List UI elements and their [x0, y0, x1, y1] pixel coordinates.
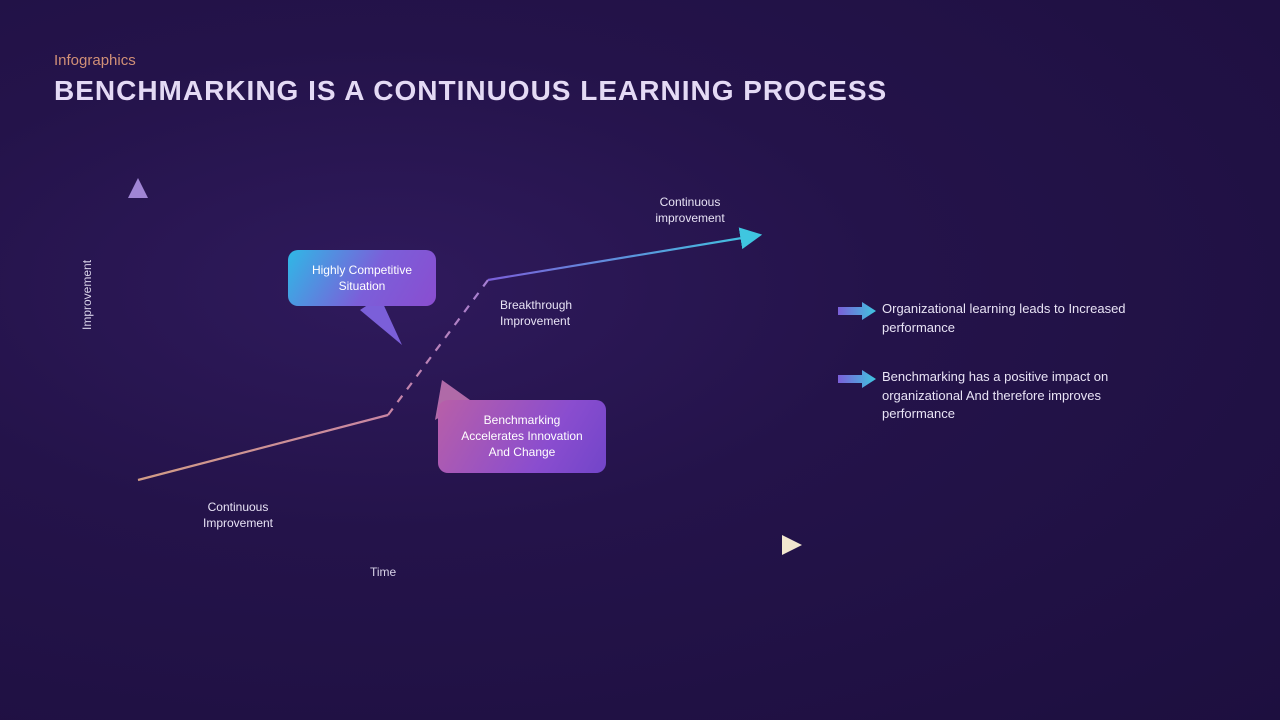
segment-1-label: ContinuousImprovement — [183, 500, 293, 531]
callout-competitive: Highly Competitive Situation — [288, 250, 436, 306]
y-axis-label: Improvement — [80, 260, 94, 330]
bullet-text: Organizational learning leads to Increas… — [882, 300, 1152, 338]
segment-3-label: Continuousimprovement — [630, 195, 750, 226]
page-title: BENCHMARKING IS A CONTINUOUS LEARNING PR… — [54, 75, 887, 107]
arrow-right-icon — [838, 370, 882, 393]
bullet-text: Benchmarking has a positive impact on or… — [882, 368, 1152, 425]
subtitle: Infographics — [54, 52, 136, 69]
line-segment-1 — [138, 415, 388, 480]
bullet-item: Benchmarking has a positive impact on or… — [838, 368, 1218, 425]
bullet-item: Organizational learning leads to Increas… — [838, 300, 1218, 338]
arrow-right-icon — [838, 302, 882, 325]
bullet-list: Organizational learning leads to Increas… — [838, 300, 1218, 454]
x-axis-label: Time — [370, 565, 396, 579]
callout-benchmarking: Benchmarking Accelerates Innovation And … — [438, 400, 606, 473]
segment-2-label: BreakthroughImprovement — [500, 298, 620, 329]
line-segment-3 — [488, 235, 760, 280]
